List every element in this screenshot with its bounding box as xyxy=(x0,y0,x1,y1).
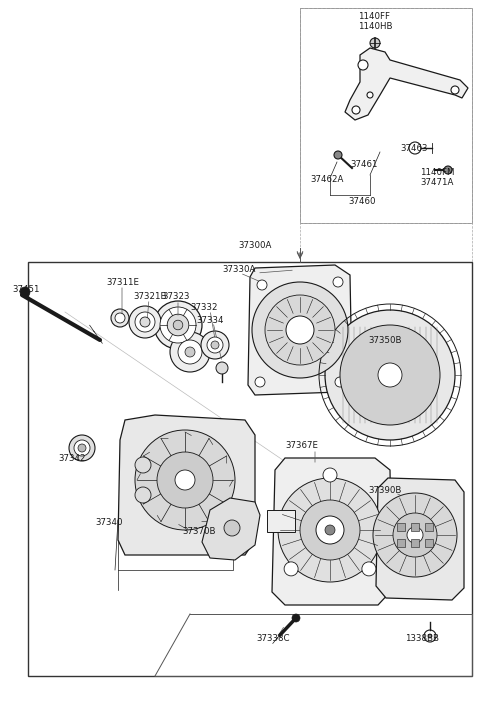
Circle shape xyxy=(78,444,86,452)
Text: 37461: 37461 xyxy=(350,160,377,169)
Circle shape xyxy=(178,340,202,364)
Circle shape xyxy=(135,312,155,332)
Circle shape xyxy=(393,513,437,557)
Text: 37471A: 37471A xyxy=(420,178,454,187)
Text: 37370B: 37370B xyxy=(182,527,216,536)
Bar xyxy=(397,539,405,547)
Bar xyxy=(425,539,433,547)
Circle shape xyxy=(252,282,348,378)
Polygon shape xyxy=(202,498,260,560)
Circle shape xyxy=(316,516,344,544)
Text: 1140FM: 1140FM xyxy=(420,168,455,177)
Circle shape xyxy=(352,106,360,114)
Circle shape xyxy=(135,457,151,473)
Bar xyxy=(28,262,472,676)
Circle shape xyxy=(286,316,314,344)
Circle shape xyxy=(323,468,337,482)
Polygon shape xyxy=(345,48,468,120)
Circle shape xyxy=(265,295,335,365)
Text: 37332: 37332 xyxy=(190,303,217,312)
Circle shape xyxy=(167,314,189,336)
Text: 37451: 37451 xyxy=(12,285,39,294)
Bar xyxy=(411,523,419,531)
Circle shape xyxy=(207,337,223,353)
Circle shape xyxy=(292,614,300,622)
Bar xyxy=(118,510,233,570)
Bar xyxy=(397,523,405,531)
Circle shape xyxy=(367,92,373,98)
Text: 37311E: 37311E xyxy=(106,278,139,287)
Circle shape xyxy=(284,562,298,576)
Text: 37338C: 37338C xyxy=(256,634,289,643)
Circle shape xyxy=(325,525,335,535)
Text: 37330A: 37330A xyxy=(222,265,255,274)
Circle shape xyxy=(373,493,457,577)
Circle shape xyxy=(358,60,368,70)
Circle shape xyxy=(370,38,380,48)
Circle shape xyxy=(157,452,213,508)
Text: 37390B: 37390B xyxy=(368,486,401,495)
Circle shape xyxy=(407,527,423,543)
Polygon shape xyxy=(248,265,352,395)
Circle shape xyxy=(175,470,195,490)
Circle shape xyxy=(424,630,436,642)
Text: 37350B: 37350B xyxy=(368,336,401,345)
Polygon shape xyxy=(272,458,392,605)
Circle shape xyxy=(216,362,228,374)
Circle shape xyxy=(129,306,161,338)
Circle shape xyxy=(255,377,265,387)
Circle shape xyxy=(334,151,342,159)
Circle shape xyxy=(154,301,202,349)
Circle shape xyxy=(340,325,440,425)
Circle shape xyxy=(278,478,382,582)
Polygon shape xyxy=(376,478,464,600)
Circle shape xyxy=(224,520,240,536)
Text: 37342: 37342 xyxy=(58,454,85,463)
Circle shape xyxy=(378,363,402,387)
Text: 37462A: 37462A xyxy=(310,175,343,184)
Text: 37463: 37463 xyxy=(400,144,428,153)
Circle shape xyxy=(69,435,95,461)
Circle shape xyxy=(20,287,30,297)
Circle shape xyxy=(140,317,150,327)
Circle shape xyxy=(160,307,196,343)
Text: 1140FF: 1140FF xyxy=(358,12,390,21)
Text: 37367E: 37367E xyxy=(285,441,318,450)
Circle shape xyxy=(115,313,125,323)
Text: 37460: 37460 xyxy=(348,197,375,206)
Circle shape xyxy=(333,277,343,287)
Circle shape xyxy=(444,166,452,174)
Text: 37340: 37340 xyxy=(95,518,122,527)
Bar xyxy=(300,8,472,223)
Circle shape xyxy=(451,86,459,94)
Circle shape xyxy=(325,310,455,440)
Bar xyxy=(411,539,419,547)
Bar xyxy=(267,510,295,532)
Circle shape xyxy=(409,142,421,154)
Circle shape xyxy=(74,440,90,456)
Text: 1338BB: 1338BB xyxy=(405,634,439,643)
Circle shape xyxy=(201,331,229,359)
Text: 37300A: 37300A xyxy=(238,241,271,250)
Text: 37334: 37334 xyxy=(196,316,224,325)
Bar xyxy=(425,523,433,531)
Text: 1140HB: 1140HB xyxy=(358,22,393,31)
Circle shape xyxy=(173,320,183,329)
Bar xyxy=(300,8,472,223)
Circle shape xyxy=(185,347,195,357)
Circle shape xyxy=(300,500,360,560)
Circle shape xyxy=(335,377,345,387)
Circle shape xyxy=(135,487,151,503)
Text: 37321B: 37321B xyxy=(133,292,167,301)
Text: 37323: 37323 xyxy=(162,292,190,301)
Circle shape xyxy=(135,430,235,530)
Circle shape xyxy=(111,309,129,327)
Circle shape xyxy=(211,341,219,349)
Circle shape xyxy=(428,634,432,638)
Circle shape xyxy=(362,562,376,576)
Polygon shape xyxy=(118,415,255,555)
Circle shape xyxy=(257,280,267,290)
Circle shape xyxy=(170,332,210,372)
